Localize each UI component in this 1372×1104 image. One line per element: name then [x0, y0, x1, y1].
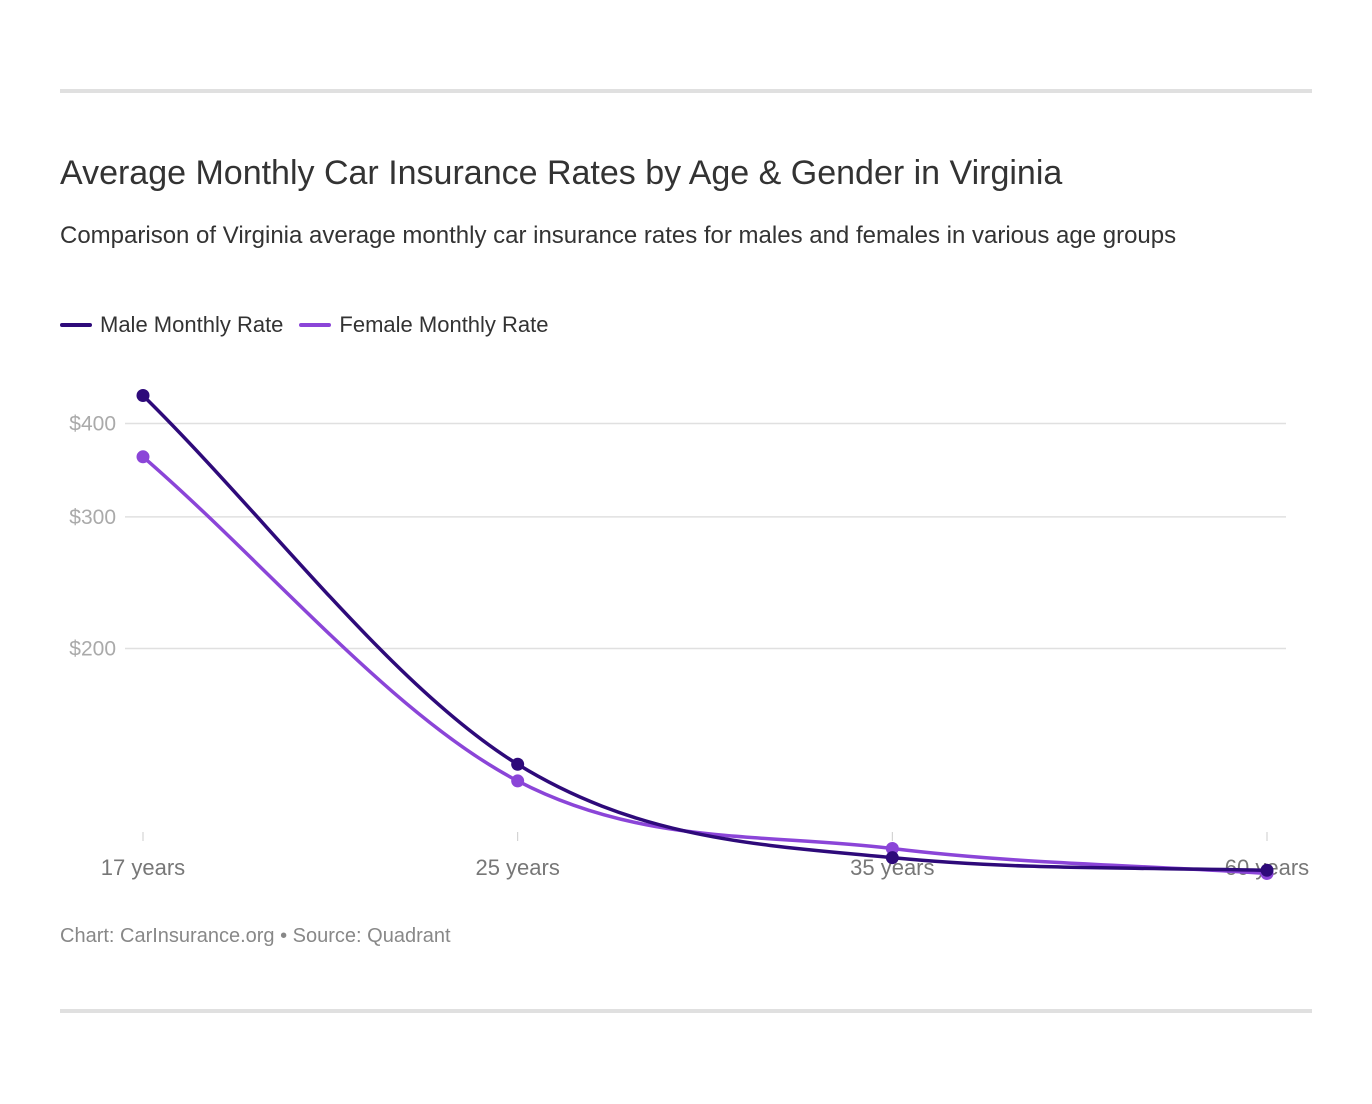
chart-legend: Male Monthly Rate Female Monthly Rate — [60, 312, 565, 338]
legend-item-female[interactable]: Female Monthly Rate — [299, 312, 549, 338]
bottom-divider — [60, 1009, 1312, 1013]
data-point-male — [1260, 863, 1274, 877]
data-point-male — [511, 757, 525, 771]
legend-label-male: Male Monthly Rate — [100, 312, 284, 337]
y-tick-label: $200 — [69, 638, 116, 661]
chart-source-credit: Chart: CarInsurance.org • Source: Quadra… — [60, 925, 451, 947]
legend-swatch-female — [299, 323, 332, 327]
chart-subtitle: Comparison of Virginia average monthly c… — [60, 222, 1177, 249]
y-tick-label: $400 — [69, 413, 116, 436]
chart-title: Average Monthly Car Insurance Rates by A… — [60, 154, 1063, 192]
legend-label-female: Female Monthly Rate — [339, 312, 549, 337]
legend-item-male[interactable]: Male Monthly Rate — [60, 312, 283, 338]
top-divider — [60, 89, 1312, 93]
x-tick-label: 25 years — [475, 855, 559, 880]
y-tick-label: $300 — [69, 506, 116, 529]
data-point-female — [885, 842, 899, 856]
x-tick-label: 17 years — [101, 855, 185, 880]
series-line-female — [141, 455, 1269, 876]
data-point-male — [885, 851, 899, 865]
legend-swatch-male — [60, 323, 92, 327]
data-point-female — [511, 774, 525, 788]
data-point-male — [136, 389, 150, 403]
series-line-male — [141, 393, 1269, 873]
data-point-female — [136, 450, 150, 464]
